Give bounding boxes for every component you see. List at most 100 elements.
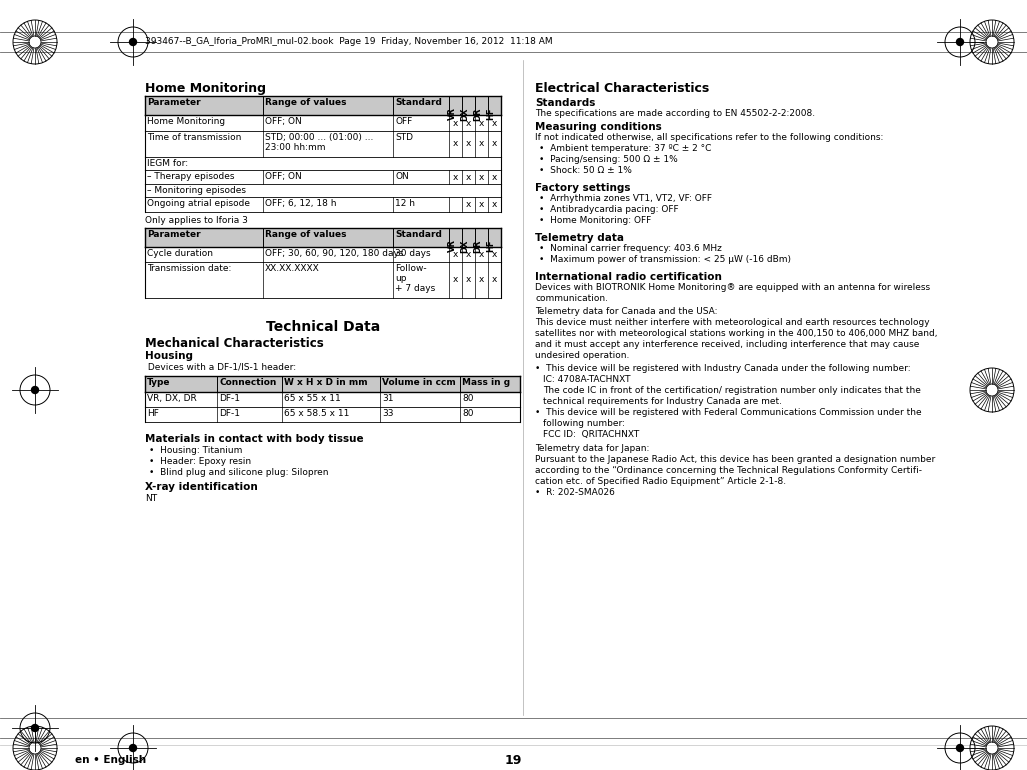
Text: IC: 4708A-TACHNXT: IC: 4708A-TACHNXT [543,375,631,384]
Text: Mechanical Characteristics: Mechanical Characteristics [145,337,324,350]
Text: •  Pacing/sensing: 500 Ω ± 1%: • Pacing/sensing: 500 Ω ± 1% [539,155,678,164]
Text: Mass in g: Mass in g [462,378,510,387]
Text: STD: STD [395,133,413,142]
Text: + 7 days: + 7 days [395,284,435,293]
Text: 12 h: 12 h [395,199,415,208]
Text: •  Ambient temperature: 37 ºC ± 2 °C: • Ambient temperature: 37 ºC ± 2 °C [539,144,712,153]
Text: x: x [492,172,497,182]
Text: XX.XX.XXXX: XX.XX.XXXX [265,264,319,273]
Text: 19: 19 [504,754,522,766]
Text: x: x [492,139,497,149]
Text: •  Home Monitoring: OFF: • Home Monitoring: OFF [539,216,651,225]
Text: Standards: Standards [535,98,596,108]
Text: en • English: en • English [75,755,146,765]
Text: OFF; ON: OFF; ON [265,117,302,126]
Text: Volume in ccm: Volume in ccm [382,378,456,387]
Circle shape [129,745,137,752]
Text: Connection: Connection [219,378,276,387]
Text: •  Shock: 50 Ω ± 1%: • Shock: 50 Ω ± 1% [539,166,632,175]
Text: VR, DX, DR: VR, DX, DR [147,394,197,403]
Text: DF-1: DF-1 [219,409,240,418]
Bar [145,228,501,247]
Text: undesired operation.: undesired operation. [535,351,630,360]
Text: NT: NT [145,494,157,503]
Text: International radio certification: International radio certification [535,272,722,282]
Text: x: x [492,200,497,209]
Text: x: x [453,172,458,182]
Text: •  Nominal carrier frequency: 403.6 MHz: • Nominal carrier frequency: 403.6 MHz [539,244,722,253]
Text: x: x [479,250,484,259]
Circle shape [956,745,963,752]
Text: VR: VR [448,239,456,253]
Text: Cycle duration: Cycle duration [147,249,213,258]
Bar [145,376,520,392]
Text: Housing: Housing [145,351,193,361]
Text: If not indicated otherwise, all specifications refer to the following conditions: If not indicated otherwise, all specific… [535,133,883,142]
Text: HF: HF [487,108,495,120]
Text: Home Monitoring: Home Monitoring [147,117,225,126]
Text: Electrical Characteristics: Electrical Characteristics [535,82,710,95]
Text: STD; 00:00 ... (01:00) ...: STD; 00:00 ... (01:00) ... [265,133,374,142]
Text: •  This device will be registered with Federal Communications Commission under t: • This device will be registered with Fe… [535,408,921,417]
Text: The code IC in front of the certification/ registration number only indicates th: The code IC in front of the certificatio… [543,386,921,395]
Circle shape [32,387,38,393]
Text: cation etc. of Specified Radio Equipment” Article 2-1-8.: cation etc. of Specified Radio Equipment… [535,477,786,486]
Text: •  Arrhythmia zones VT1, VT2, VF: OFF: • Arrhythmia zones VT1, VT2, VF: OFF [539,194,712,203]
Text: x: x [492,276,497,284]
Text: 23:00 hh:mm: 23:00 hh:mm [265,143,326,152]
Text: x: x [479,172,484,182]
Text: Follow-: Follow- [395,264,426,273]
Text: 393467--B_GA_Iforia_ProMRI_mul-02.book  Page 19  Friday, November 16, 2012  11:1: 393467--B_GA_Iforia_ProMRI_mul-02.book P… [145,38,553,46]
Text: – Monitoring episodes: – Monitoring episodes [147,186,246,195]
Text: Technical Data: Technical Data [266,320,380,334]
Text: Factory settings: Factory settings [535,183,631,193]
Text: x: x [466,250,471,259]
Text: •  R: 202-SMA026: • R: 202-SMA026 [535,488,615,497]
Text: communication.: communication. [535,294,608,303]
Text: •  Antibradycardia pacing: OFF: • Antibradycardia pacing: OFF [539,205,679,214]
Text: x: x [466,172,471,182]
Text: •  Header: Epoxy resin: • Header: Epoxy resin [149,457,252,466]
Text: Only applies to Iforia 3: Only applies to Iforia 3 [145,216,248,225]
Text: DR: DR [473,107,483,121]
Text: x: x [466,276,471,284]
Text: Standard: Standard [395,230,442,239]
Text: x: x [453,119,458,128]
Text: x: x [492,119,497,128]
Text: ON: ON [395,172,409,181]
Text: Measuring conditions: Measuring conditions [535,122,661,132]
Text: VR: VR [448,108,456,120]
Circle shape [956,38,963,45]
Text: Devices with BIOTRONIK Home Monitoring® are equipped with an antenna for wireles: Devices with BIOTRONIK Home Monitoring® … [535,283,930,292]
Text: Range of values: Range of values [265,230,346,239]
Text: HF: HF [147,409,159,418]
Text: 31: 31 [382,394,393,403]
Text: Parameter: Parameter [147,230,200,239]
Text: x: x [479,139,484,149]
Text: •  Maximum power of transmission: < 25 μW (-16 dBm): • Maximum power of transmission: < 25 μW… [539,255,791,264]
Text: 80: 80 [462,409,473,418]
Text: OFF; 6, 12, 18 h: OFF; 6, 12, 18 h [265,199,337,208]
Text: Telemetry data: Telemetry data [535,233,624,243]
Text: 65 x 55 x 11: 65 x 55 x 11 [284,394,341,403]
Text: The specifications are made according to EN 45502-2-2:2008.: The specifications are made according to… [535,109,815,118]
Text: Devices with a DF-1/IS-1 header:: Devices with a DF-1/IS-1 header: [145,363,296,372]
Bar [145,96,501,115]
Text: DR: DR [473,239,483,253]
Text: x: x [479,200,484,209]
Text: OFF; ON: OFF; ON [265,172,302,181]
Text: according to the “Ordinance concerning the Technical Regulations Conformity Cert: according to the “Ordinance concerning t… [535,466,922,475]
Text: HF: HF [487,239,495,253]
Text: x: x [453,250,458,259]
Text: Telemetry data for Canada and the USA:: Telemetry data for Canada and the USA: [535,307,718,316]
Text: technical requirements for Industry Canada are met.: technical requirements for Industry Cana… [543,397,782,406]
Text: 30 days: 30 days [395,249,430,258]
Text: •  Housing: Titanium: • Housing: Titanium [149,446,242,455]
Text: Pursuant to the Japanese Radio Act, this device has been granted a designation n: Pursuant to the Japanese Radio Act, this… [535,455,936,464]
Text: Home Monitoring: Home Monitoring [145,82,266,95]
Text: following number:: following number: [543,419,625,428]
Text: and it must accept any interference received, including interference that may ca: and it must accept any interference rece… [535,340,919,349]
Text: x: x [479,119,484,128]
Text: x: x [466,119,471,128]
Text: x: x [453,276,458,284]
